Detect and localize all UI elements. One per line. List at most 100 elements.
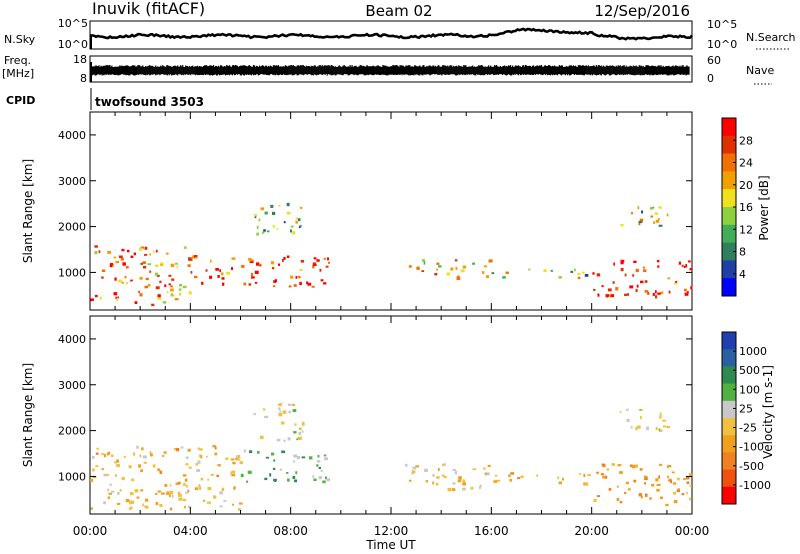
- echo-cell: [238, 508, 241, 511]
- echo-cell: [250, 272, 254, 277]
- echo-cell: [681, 264, 684, 267]
- echo-cell: [671, 471, 675, 474]
- echo-cell: [197, 447, 200, 450]
- echo-cell: [107, 496, 110, 500]
- colorbar-tick-label: 500: [739, 364, 760, 377]
- echo-cell: [157, 490, 161, 493]
- echo-cell: [134, 489, 139, 493]
- echo-cell: [129, 506, 133, 510]
- colorbar-tick-label: 1000: [739, 345, 767, 358]
- echo-cell: [632, 274, 635, 277]
- echo-cell: [436, 262, 440, 265]
- echo-cell: [611, 463, 615, 466]
- echo-cell: [636, 284, 639, 288]
- colorbar-segment: [722, 486, 736, 505]
- echo-cell: [200, 477, 204, 481]
- echo-cell: [270, 204, 274, 208]
- echo-cell: [432, 481, 434, 485]
- x-tick-label: 12:00: [374, 524, 409, 538]
- echo-cell: [256, 451, 260, 454]
- echo-cell: [273, 280, 276, 283]
- echo-cell: [502, 276, 506, 279]
- echo-cell: [633, 260, 637, 263]
- echo-cell: [106, 473, 109, 476]
- echo-cell: [596, 495, 600, 497]
- echo-cell: [638, 222, 641, 226]
- echo-cell: [294, 479, 298, 483]
- echo-cell: [602, 476, 606, 479]
- echo-cell: [312, 265, 315, 269]
- echo-cell: [689, 484, 692, 487]
- echo-cell: [608, 487, 612, 491]
- echo-cell: [640, 495, 643, 499]
- echo-cell: [173, 448, 178, 451]
- echo-cell: [136, 445, 139, 449]
- echo-cell: [412, 466, 417, 470]
- echo-cell: [438, 265, 442, 268]
- echo-cell: [282, 410, 287, 414]
- echo-cell: [436, 268, 438, 271]
- echo-cell: [583, 473, 586, 477]
- echo-cell: [184, 491, 189, 494]
- freq-unit-label: [MHz]: [2, 67, 34, 80]
- echo-cell: [230, 471, 233, 475]
- echo-cell: [292, 403, 295, 407]
- echo-cell: [437, 468, 440, 471]
- echo-cell: [214, 452, 218, 456]
- echo-cell: [456, 276, 461, 280]
- echo-cell: [188, 466, 192, 469]
- echo-cell: [462, 482, 466, 486]
- echo-cell: [458, 476, 462, 480]
- echo-cell: [298, 275, 301, 279]
- echo-cell: [620, 262, 624, 265]
- y-tick-label: 4000: [58, 333, 86, 346]
- colorbar-segment: [722, 189, 736, 208]
- echo-cell: [114, 461, 117, 464]
- echo-cell: [686, 481, 690, 484]
- echo-cell: [319, 269, 322, 272]
- echo-cell: [674, 282, 677, 285]
- echo-cell: [659, 412, 662, 416]
- echo-cell: [249, 450, 253, 454]
- echo-cell: [606, 468, 609, 471]
- echo-cell: [249, 259, 254, 264]
- echo-cell: [94, 294, 98, 298]
- echo-cell: [423, 261, 426, 265]
- echo-cell: [411, 470, 416, 474]
- echo-cell: [635, 288, 638, 293]
- power-colorbar: 28 24 20 16 12 8 4: [721, 117, 753, 297]
- echo-cell: [254, 270, 259, 274]
- echo-cell: [690, 286, 693, 290]
- colorbar-tick-label: -1000: [739, 479, 771, 492]
- echo-cell: [653, 221, 655, 224]
- echo-cell: [667, 475, 669, 479]
- echo-cell: [617, 464, 622, 467]
- echo-cell: [619, 501, 623, 504]
- echo-cell: [176, 448, 180, 452]
- y-tick-label: 3000: [58, 379, 86, 392]
- echo-cell: [157, 297, 162, 300]
- echo-cell: [582, 271, 585, 274]
- echo-cell: [117, 491, 120, 495]
- echo-cell: [169, 507, 173, 511]
- echo-cell: [607, 288, 612, 292]
- echo-cell: [295, 471, 298, 475]
- echo-cell: [667, 465, 669, 468]
- echo-cell: [223, 500, 227, 502]
- echo-cell: [121, 476, 125, 481]
- echo-cell: [658, 224, 663, 227]
- echo-cell: [108, 451, 111, 455]
- echo-cell: [278, 204, 281, 207]
- echo-cell: [689, 473, 693, 476]
- echo-cell: [231, 473, 236, 477]
- echo-cell: [651, 206, 655, 209]
- echo-cell: [624, 491, 627, 494]
- echo-cell: [265, 456, 269, 459]
- echo-cell: [425, 480, 428, 483]
- echo-cell: [243, 282, 247, 286]
- echo-cell: [122, 262, 126, 266]
- freq-nave-trace: [90, 62, 690, 82]
- colorbar-segment: [722, 260, 736, 279]
- echo-cell: [640, 280, 644, 284]
- echo-cell: [470, 487, 474, 490]
